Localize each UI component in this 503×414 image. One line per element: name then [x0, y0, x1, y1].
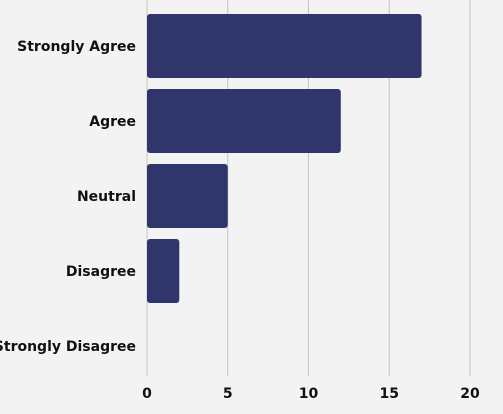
bars: [147, 14, 422, 303]
x-tick-label-10: 10: [299, 386, 319, 402]
x-tick-label-0: 0: [142, 386, 152, 402]
category-label-agree: Agree: [89, 114, 136, 130]
bar-agree: [147, 89, 341, 153]
bar-strongly-agree: [147, 14, 422, 78]
bar-neutral: [147, 164, 228, 228]
category-label-disagree: Disagree: [66, 264, 136, 280]
x-tick-label-5: 5: [223, 386, 233, 402]
x-tick-label-15: 15: [380, 386, 399, 402]
bar-disagree: [147, 239, 180, 303]
x-tick-label-20: 20: [460, 386, 480, 402]
category-label-strongly-disagree: Strongly Disagree: [0, 339, 136, 355]
category-label-strongly-agree: Strongly Agree: [17, 39, 136, 55]
category-label-neutral: Neutral: [77, 189, 136, 205]
category-labels: Strongly Agree Agree Neutral Disagree Strong…: [0, 39, 136, 355]
x-tick-labels: 0 5 10 15 20: [142, 386, 480, 402]
